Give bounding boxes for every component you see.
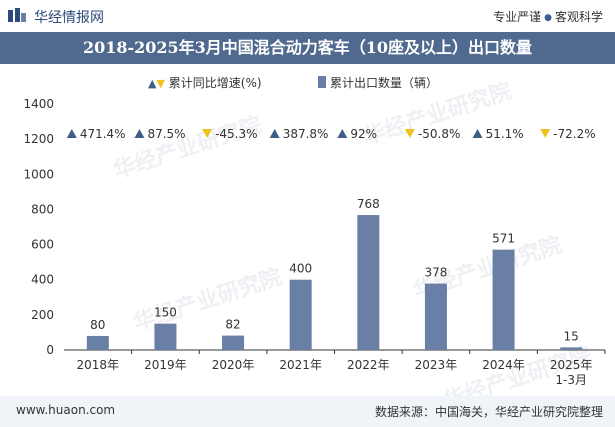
chart-legend: ▲▼ 累计同比增速(%) 累计出口数量（辆）	[0, 72, 615, 92]
footer: www.huaon.com 数据来源：中国海关，华经产业研究院整理	[0, 396, 615, 427]
triangle-down-icon: ▼	[156, 77, 165, 90]
bar-value-label: 378	[424, 266, 447, 280]
growth-rate-label: -72.2%	[553, 127, 595, 141]
legend-item-volume: 累计出口数量（辆）	[318, 74, 438, 91]
growth-rate-label: -50.8%	[418, 127, 460, 141]
growth-rate-label: 471.4%	[80, 127, 126, 141]
y-tick-label: 1000	[23, 167, 54, 181]
x-category-label: 2025年	[550, 358, 593, 372]
top-bar: 华经情报网 专业严谨 ● 客观科学	[0, 0, 615, 32]
y-tick-label: 1200	[23, 132, 54, 146]
growth-up-marker	[66, 129, 77, 138]
bar-value-label: 768	[357, 197, 380, 211]
legend-swatch	[318, 76, 326, 88]
y-tick-label: 600	[31, 238, 54, 252]
footer-source: 数据来源：中国海关，华经产业研究院整理	[374, 405, 603, 419]
growth-down-marker	[202, 129, 213, 138]
bar-value-label: 15	[564, 329, 579, 343]
growth-down-marker	[404, 129, 415, 138]
x-category-label: 2018年	[77, 358, 120, 372]
y-tick-label: 400	[31, 273, 54, 287]
y-tick-label: 0	[46, 343, 54, 357]
x-category-label: 2021年	[279, 358, 322, 372]
growth-rate-label: 387.8%	[283, 127, 329, 141]
legend-growth-label: 累计同比增速(%)	[168, 76, 262, 90]
x-category-label: 1-3月	[555, 373, 587, 387]
growth-rate-label: 92%	[350, 127, 377, 141]
triangle-up-icon: ▲	[148, 77, 157, 90]
legend-volume-label: 累计出口数量（辆）	[330, 76, 439, 90]
growth-rate-label: 87.5%	[147, 127, 185, 141]
growth-up-marker	[134, 129, 145, 138]
bar	[560, 347, 583, 350]
bar-value-label: 400	[289, 262, 312, 276]
x-category-label: 2023年	[415, 358, 458, 372]
logo-icon	[8, 8, 26, 22]
title-bar: 2018-2025年3月中国混合动力客车（10座及以上）出口数量	[0, 32, 615, 64]
x-category-label: 2019年	[144, 358, 187, 372]
growth-up-marker	[472, 129, 483, 138]
tagline: 专业严谨 ● 客观科学	[493, 8, 603, 25]
y-tick-label: 200	[31, 308, 54, 322]
chart-title: 2018-2025年3月中国混合动力客车（10座及以上）出口数量	[82, 38, 533, 57]
growth-up-marker	[337, 129, 348, 138]
y-tick-label: 800	[31, 202, 54, 216]
growth-up-marker	[269, 129, 280, 138]
bar	[289, 279, 312, 350]
tagline-left: 专业严谨	[493, 10, 542, 24]
dot-separator-icon: ●	[544, 13, 552, 23]
footer-url: www.huaon.com	[16, 403, 116, 417]
tagline-right: 客观科学	[554, 10, 603, 24]
growth-rate-label: 51.1%	[486, 127, 524, 141]
bar-value-label: 82	[225, 318, 240, 332]
bar	[86, 335, 109, 350]
growth-down-marker	[540, 129, 551, 138]
brand-name: 华经情报网	[34, 10, 104, 26]
bar	[222, 335, 245, 350]
bar	[357, 215, 380, 350]
bar-value-label: 80	[90, 318, 105, 332]
x-category-label: 2022年	[347, 358, 390, 372]
x-category-label: 2024年	[482, 358, 525, 372]
bar-value-label: 150	[154, 306, 177, 320]
chart-svg: 0 200 400 600 800 1000 1200 1400 80 2018年 471.4% 15…	[23, 97, 606, 387]
bar	[492, 249, 515, 350]
bar-value-label: 571	[492, 232, 515, 246]
y-tick-label: 1400	[23, 97, 54, 111]
x-category-label: 2020年	[212, 358, 255, 372]
bar	[154, 323, 177, 350]
bar	[424, 283, 447, 350]
growth-rate-label: -45.3%	[215, 127, 257, 141]
legend-item-growth: ▲▼ 累计同比增速(%)	[148, 74, 262, 91]
